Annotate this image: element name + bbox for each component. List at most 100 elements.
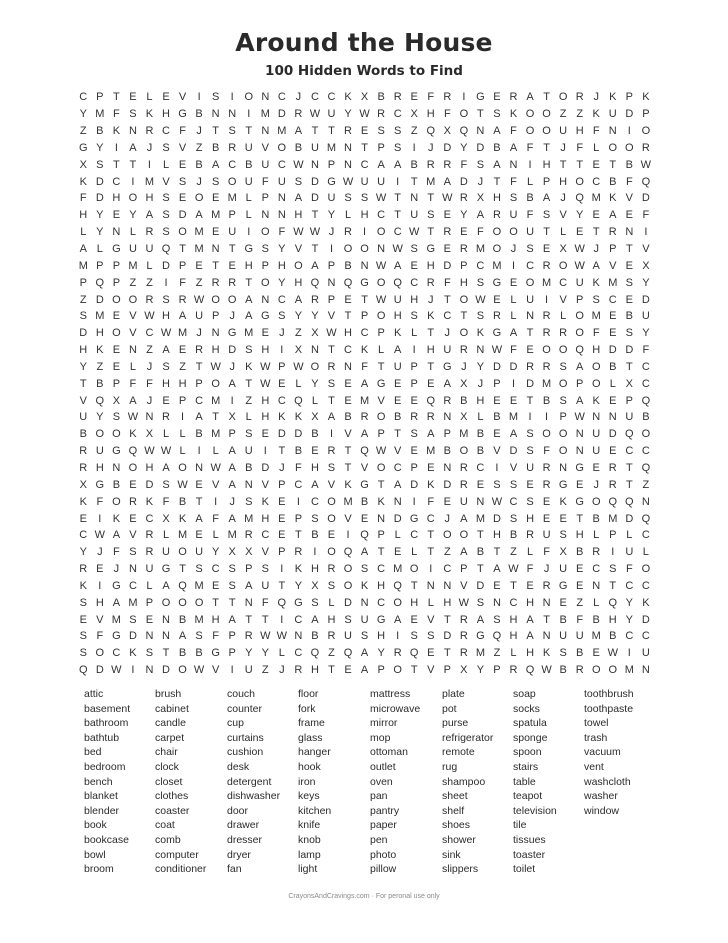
grid-letter: E [211, 226, 220, 239]
grid-letter: O [459, 445, 469, 458]
grid-letter: Q [409, 647, 419, 660]
word-list-item: fork [298, 702, 316, 715]
grid-letter: J [593, 478, 599, 491]
word-list-item: lamp [298, 848, 321, 861]
grid-letter: F [443, 276, 451, 289]
word-list-item: pan [370, 790, 388, 803]
word-list-item: outlet [370, 760, 396, 773]
grid-letter: Y [79, 108, 87, 121]
grid-letter: M [542, 276, 552, 289]
grid-letter: C [608, 293, 617, 306]
grid-letter: A [195, 209, 203, 222]
grid-letter: Z [146, 276, 153, 289]
grid-letter: U [393, 293, 402, 306]
grid-letter: O [112, 495, 121, 508]
grid-letter: E [344, 664, 352, 677]
grid-letter: K [609, 192, 617, 205]
grid-letter: Y [327, 209, 336, 222]
grid-letter: B [311, 529, 319, 542]
grid-letter: Y [476, 664, 485, 677]
grid-letter: A [509, 428, 518, 441]
grid-letter: B [410, 158, 418, 171]
grid-letter: S [162, 192, 170, 205]
grid-letter: U [542, 529, 551, 542]
grid-letter: C [476, 259, 485, 272]
grid-letter: R [294, 664, 303, 677]
grid-letter: O [277, 141, 287, 154]
grid-letter: H [277, 259, 286, 272]
grid-letter: X [625, 377, 633, 390]
grid-letter: T [195, 495, 203, 508]
grid-letter: A [311, 478, 319, 491]
grid-letter: E [344, 394, 352, 407]
grid-letter: H [244, 259, 253, 272]
grid-letter: T [179, 243, 186, 256]
grid-letter: B [195, 428, 203, 441]
grid-letter: X [245, 546, 253, 559]
grid-letter: E [178, 344, 187, 357]
grid-letter: P [360, 310, 369, 323]
grid-letter: Y [344, 108, 352, 121]
grid-letter: W [375, 445, 387, 458]
grid-letter: L [642, 546, 649, 559]
grid-letter: T [526, 394, 534, 407]
grid-letter: T [328, 664, 335, 677]
grid-letter: C [509, 596, 518, 609]
grid-letter: I [412, 344, 416, 357]
grid-letter: L [560, 226, 567, 239]
grid-letter: Q [294, 394, 303, 407]
grid-letter: C [228, 158, 237, 171]
grid-letter: I [280, 344, 284, 357]
grid-letter: T [278, 445, 286, 458]
grid-letter: I [495, 461, 499, 474]
grid-letter: L [162, 428, 170, 441]
grid-letter: X [79, 158, 87, 171]
grid-letter: M [78, 259, 88, 272]
grid-letter: P [609, 529, 617, 542]
grid-letter: J [428, 141, 434, 154]
grid-letter: C [509, 495, 518, 508]
grid-letter: Y [79, 546, 87, 559]
grid-letter: H [608, 613, 617, 626]
grid-letter: M [542, 377, 552, 390]
grid-letter: H [426, 108, 435, 121]
grid-letter: H [526, 596, 535, 609]
grid-letter: U [559, 125, 568, 138]
grid-letter: R [294, 546, 303, 559]
grid-letter: I [230, 394, 234, 407]
grid-letter: V [327, 478, 336, 491]
grid-letter: R [443, 226, 452, 239]
grid-letter: O [343, 243, 353, 256]
grid-letter: W [574, 243, 585, 256]
grid-letter: J [97, 546, 103, 559]
word-list-item: sheet [442, 790, 468, 803]
grid-letter: B [609, 360, 617, 373]
grid-letter: Y [96, 141, 104, 154]
grid-letter: S [360, 563, 369, 576]
grid-letter: D [459, 175, 468, 188]
grid-letter: F [162, 495, 170, 508]
grid-letter: W [260, 377, 271, 390]
grid-letter: F [113, 108, 120, 121]
grid-letter: D [128, 630, 137, 643]
grid-letter: M [194, 226, 204, 239]
grid-letter: B [344, 259, 352, 272]
grid-letter: E [178, 192, 187, 205]
grid-letter: H [509, 613, 518, 626]
word-list-item: book [84, 819, 107, 832]
grid-letter: M [244, 512, 254, 525]
grid-letter: N [592, 411, 601, 424]
grid-letter: E [576, 478, 584, 491]
grid-letter: V [327, 310, 336, 323]
grid-letter: Y [79, 360, 87, 373]
grid-letter: T [113, 158, 120, 171]
grid-letter: E [443, 209, 451, 222]
grid-letter: W [442, 192, 453, 205]
grid-letter: Q [641, 461, 651, 474]
grid-letter: N [344, 158, 352, 171]
grid-letter: O [327, 512, 336, 525]
grid-letter: I [346, 529, 350, 542]
grid-letter: B [393, 411, 402, 424]
grid-letter: L [311, 394, 318, 407]
grid-letter: V [129, 327, 137, 340]
